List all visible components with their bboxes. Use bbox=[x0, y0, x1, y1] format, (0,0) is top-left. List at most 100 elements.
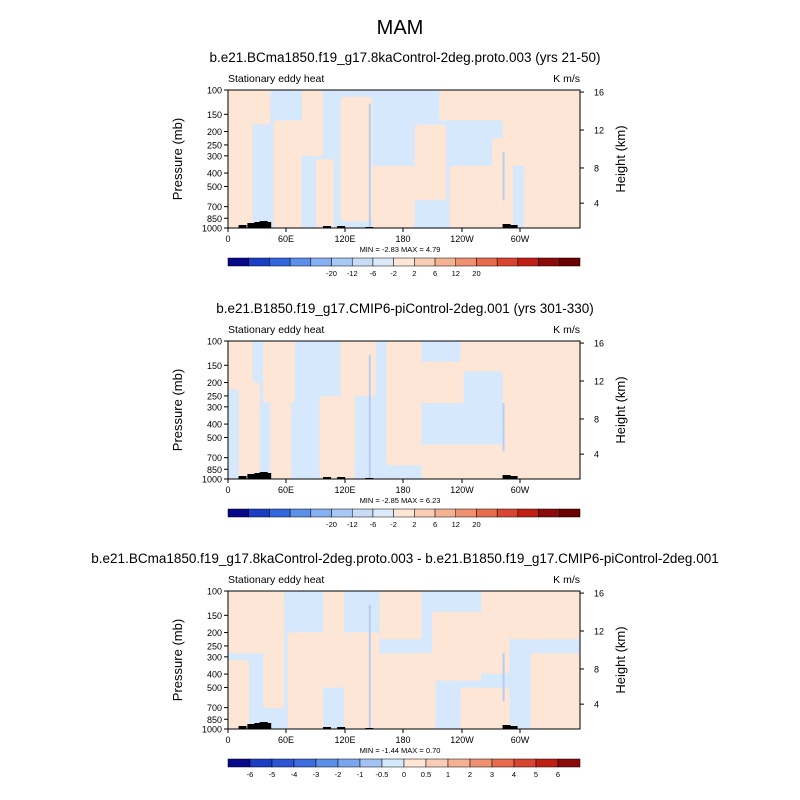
colorbar-label: 6 bbox=[433, 520, 437, 529]
x-tick-label: 60E bbox=[278, 485, 294, 495]
colorbar-swatch bbox=[372, 508, 394, 518]
positive-region bbox=[316, 159, 334, 228]
y-right-tick-label: 8 bbox=[594, 163, 599, 173]
colorbar-swatch bbox=[351, 508, 374, 518]
y-tick-label: 250 bbox=[207, 391, 222, 401]
colorbar-label: 4 bbox=[512, 770, 516, 779]
chart-panel-1: b.e21.BCma1850.f19_g17.8kaControl-2deg.p… bbox=[170, 50, 628, 278]
colorbar-swatch bbox=[434, 508, 457, 518]
y-tick-label: 100 bbox=[207, 86, 222, 96]
topography-bar bbox=[502, 725, 511, 729]
y-tick-label: 1000 bbox=[202, 475, 222, 485]
x-tick-label: 60E bbox=[278, 735, 294, 745]
colorbar-label: 3 bbox=[490, 770, 494, 779]
colorbar-swatch bbox=[496, 508, 519, 518]
colorbar-label: -6 bbox=[247, 770, 254, 779]
positive-region bbox=[273, 120, 302, 228]
x-tick-label: 60W bbox=[511, 485, 530, 495]
colorbar-swatch bbox=[315, 758, 339, 768]
colorbar-label: 1 bbox=[446, 770, 450, 779]
topography-bar bbox=[337, 727, 346, 729]
positive-region bbox=[460, 687, 510, 729]
topography-bar bbox=[509, 476, 518, 479]
units-label: K m/s bbox=[553, 574, 580, 586]
colorbar-label: -12 bbox=[347, 269, 358, 278]
colorbar-swatch bbox=[393, 257, 415, 267]
y-right-tick-label: 12 bbox=[594, 627, 604, 637]
topography-bar bbox=[502, 224, 511, 228]
x-tick-label: 180 bbox=[395, 735, 410, 745]
x-tick-label: 120E bbox=[334, 735, 355, 745]
positive-region bbox=[509, 591, 580, 640]
colorbar-swatch bbox=[559, 257, 581, 267]
positive-region bbox=[421, 361, 464, 404]
colorbar-swatch bbox=[469, 758, 493, 768]
colorbar-swatch bbox=[538, 508, 560, 518]
x-tick-label: 60E bbox=[278, 234, 294, 244]
colorbar-label: 0 bbox=[402, 770, 406, 779]
y-axis-title: Pressure (mb) bbox=[170, 619, 185, 701]
x-tick-label: 120W bbox=[450, 735, 474, 745]
colorbar-swatch bbox=[414, 508, 436, 518]
positive-region bbox=[439, 90, 510, 121]
positive-region bbox=[263, 591, 285, 709]
colorbar-label: -0.5 bbox=[376, 770, 389, 779]
y-tick-label: 400 bbox=[207, 670, 222, 680]
colorbar-swatch bbox=[248, 257, 270, 267]
y-right-tick-label: 16 bbox=[594, 589, 604, 599]
positive-region bbox=[228, 341, 253, 390]
positive-region bbox=[502, 90, 580, 166]
field-label: Stationary eddy heat bbox=[228, 73, 324, 85]
x-tick-label: 120W bbox=[450, 234, 474, 244]
colorbar-label: 12 bbox=[452, 520, 460, 529]
colorbar-swatch bbox=[372, 257, 394, 267]
x-tick-label: 120E bbox=[334, 234, 355, 244]
positive-region bbox=[228, 660, 250, 729]
x-tick-label: 0 bbox=[225, 234, 230, 244]
colorbar-swatch bbox=[227, 257, 249, 267]
colorbar-label: 0.5 bbox=[421, 770, 431, 779]
y-right-tick-label: 4 bbox=[594, 450, 599, 460]
topography-bar bbox=[509, 726, 518, 729]
colorbar-label: -20 bbox=[326, 520, 337, 529]
colorbar-swatch bbox=[425, 758, 449, 768]
y-tick-label: 1000 bbox=[202, 224, 222, 234]
colorbar-swatch bbox=[269, 508, 291, 518]
colorbar-swatch bbox=[434, 257, 457, 267]
colorbar-swatch bbox=[393, 508, 415, 518]
positive-region bbox=[301, 90, 324, 157]
colorbar-label: 5 bbox=[534, 770, 538, 779]
topography-bar bbox=[263, 222, 272, 228]
positive-region bbox=[238, 382, 260, 479]
positive-region bbox=[270, 403, 292, 479]
y-right-tick-label: 12 bbox=[594, 377, 604, 387]
chart-panel-2: b.e21.B1850.f19_g17.CMIP6-piControl-2deg… bbox=[170, 301, 628, 529]
y-tick-label: 500 bbox=[207, 433, 222, 443]
topography-bar bbox=[509, 225, 518, 228]
colorbar-label: -5 bbox=[269, 770, 276, 779]
positive-region bbox=[263, 341, 295, 404]
colorbar-label: -3 bbox=[313, 770, 320, 779]
positive-region bbox=[414, 124, 447, 201]
positive-region bbox=[432, 611, 482, 681]
y-tick-label: 500 bbox=[207, 182, 222, 192]
positive-region bbox=[319, 396, 355, 479]
colorbar-swatch bbox=[517, 508, 539, 518]
field-label: Stationary eddy heat bbox=[228, 324, 324, 336]
negative-streak bbox=[502, 653, 505, 702]
panel-title: b.e21.BCma1850.f19_g17.8kaControl-2deg.p… bbox=[210, 50, 601, 65]
y-right-tick-label: 8 bbox=[594, 664, 599, 674]
colorbar-swatch bbox=[496, 257, 519, 267]
colorbar-swatch bbox=[289, 257, 312, 267]
y-tick-label: 700 bbox=[207, 703, 222, 713]
y-tick-label: 250 bbox=[207, 641, 222, 651]
positive-region bbox=[421, 444, 510, 479]
positive-region bbox=[481, 591, 510, 674]
colorbar-label: -6 bbox=[370, 520, 377, 529]
colorbar-label: -2 bbox=[390, 269, 397, 278]
y-tick-label: 200 bbox=[207, 378, 222, 388]
x-tick-label: 120E bbox=[334, 485, 355, 495]
colorbar-label: -2 bbox=[390, 520, 397, 529]
colorbar-label: 2 bbox=[412, 269, 416, 278]
